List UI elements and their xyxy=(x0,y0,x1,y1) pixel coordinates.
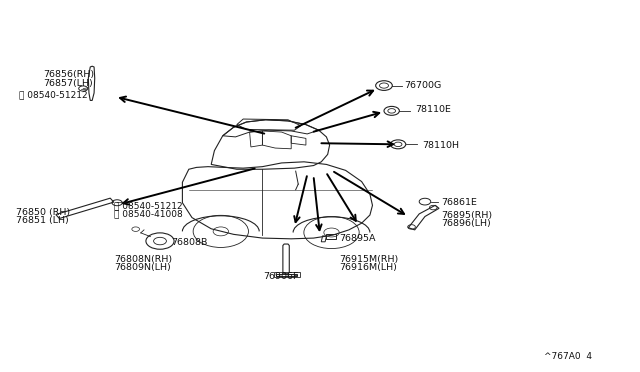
Text: 76857(LH): 76857(LH) xyxy=(44,79,93,88)
Text: 76915M(RH): 76915M(RH) xyxy=(339,255,399,264)
Text: Ⓢ 08540-51212: Ⓢ 08540-51212 xyxy=(19,90,88,99)
Text: 76895(RH): 76895(RH) xyxy=(442,211,493,219)
Text: Ⓢ 08540-41008: Ⓢ 08540-41008 xyxy=(114,209,182,218)
Text: 78110E: 78110E xyxy=(415,105,451,114)
Text: 76896(LH): 76896(LH) xyxy=(442,219,492,228)
Text: 76808N(RH): 76808N(RH) xyxy=(114,255,172,264)
Text: 76895A: 76895A xyxy=(339,234,376,243)
Text: 76861E: 76861E xyxy=(442,198,477,207)
Text: 76851 (LH): 76851 (LH) xyxy=(16,216,68,225)
Text: 76856(RH): 76856(RH) xyxy=(44,70,95,79)
Text: 76850 (RH): 76850 (RH) xyxy=(16,208,70,217)
Text: 76700G: 76700G xyxy=(404,81,442,90)
Text: 76809N(LH): 76809N(LH) xyxy=(114,263,171,272)
Text: 76808B: 76808B xyxy=(172,238,208,247)
Text: ^767A0  4: ^767A0 4 xyxy=(544,352,592,361)
Text: Ⓢ 08540-51212: Ⓢ 08540-51212 xyxy=(114,201,182,210)
Text: 76916M(LH): 76916M(LH) xyxy=(339,263,397,272)
Text: 78110H: 78110H xyxy=(422,141,460,150)
Text: 76906F: 76906F xyxy=(264,272,299,280)
